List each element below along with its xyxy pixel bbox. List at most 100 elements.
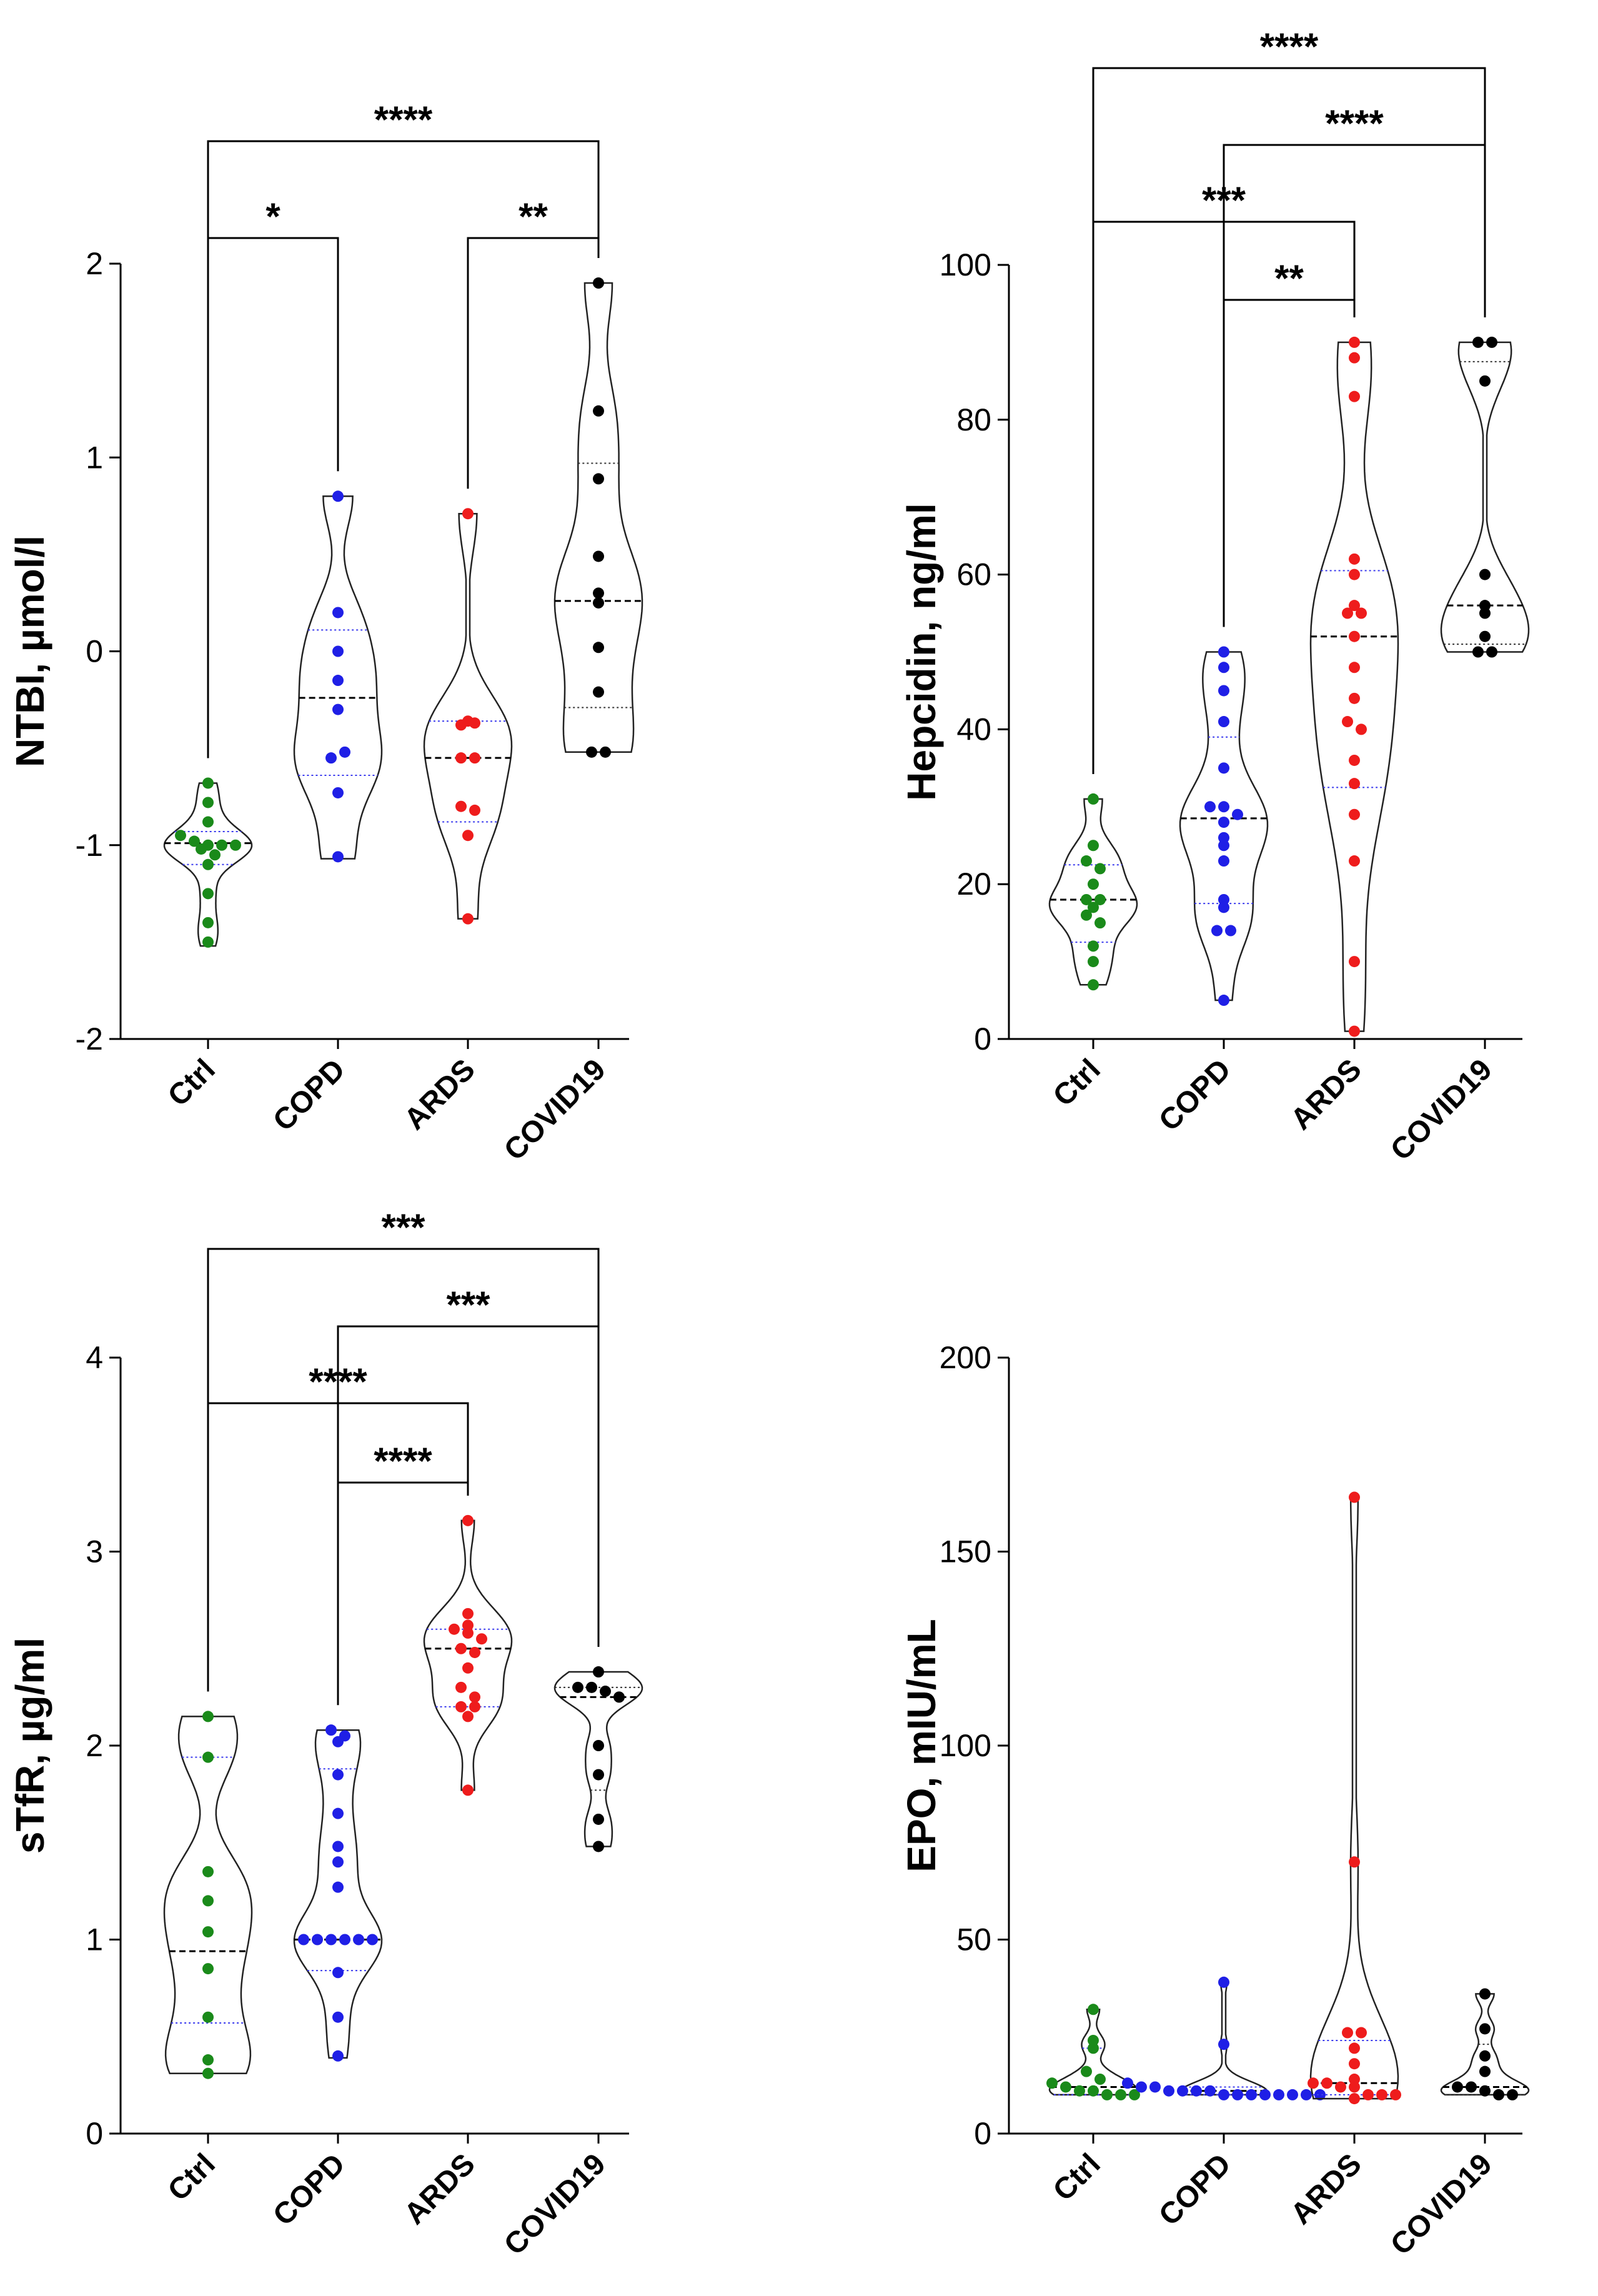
data-point-copd xyxy=(339,1934,350,1946)
data-point-copd xyxy=(332,787,344,798)
data-point-copd xyxy=(1218,646,1229,658)
violin-copd xyxy=(1179,651,1269,1001)
y-axis-title: EPO, mIU/mL xyxy=(899,1619,944,1872)
data-point-copd xyxy=(1136,2081,1147,2093)
data-point-ards xyxy=(1342,716,1353,728)
violin-ctrl xyxy=(1048,2009,1138,2096)
significance-bracket xyxy=(207,237,339,758)
data-point-ctrl xyxy=(1094,893,1106,905)
data-point-ards xyxy=(1349,553,1360,565)
data-point-ctrl xyxy=(1101,2089,1113,2100)
data-point-ards xyxy=(1321,2077,1332,2089)
data-point-ards xyxy=(462,508,474,520)
data-point-ards xyxy=(1349,630,1360,642)
y-tick-label: 0 xyxy=(974,2116,991,2151)
data-point-copd xyxy=(1218,1976,1229,1988)
data-point-copd xyxy=(1273,2089,1284,2100)
data-point-copd xyxy=(1218,855,1229,867)
data-point-ctrl xyxy=(1081,909,1092,921)
data-point-copd xyxy=(332,851,344,863)
y-tick-label: 0 xyxy=(86,2116,103,2151)
data-point-ctrl xyxy=(230,839,241,851)
data-point-covid19 xyxy=(600,1686,611,1697)
data-point-copd xyxy=(1204,2085,1216,2097)
x-category-label: COVID19 xyxy=(498,2147,612,2262)
data-point-covid19 xyxy=(1479,600,1491,612)
data-point-ctrl xyxy=(202,2067,214,2079)
data-point-ards xyxy=(462,1514,474,1526)
data-point-ards xyxy=(455,752,467,764)
data-point-ctrl xyxy=(1129,2089,1140,2100)
data-point-ards xyxy=(455,1642,467,1654)
data-point-ards xyxy=(449,1623,460,1635)
data-point-copd xyxy=(1218,832,1229,843)
data-point-copd xyxy=(1204,801,1216,813)
data-point-copd xyxy=(332,1807,344,1819)
data-point-copd xyxy=(1225,925,1236,937)
data-point-covid19 xyxy=(1479,2065,1491,2077)
data-point-covid19 xyxy=(593,1841,604,1852)
significance-label: **** xyxy=(374,99,433,141)
data-point-ctrl xyxy=(1088,2004,1099,2015)
data-point-copd xyxy=(332,1881,344,1893)
hepcidin-panel: 0 20 40 60 80 100 Hepcidin, ng/ml Ctrl COPD ARDS C… xyxy=(899,26,1530,1167)
data-point-ctrl xyxy=(202,1751,214,1763)
data-point-ards xyxy=(1349,2081,1360,2093)
data-point-copd xyxy=(1149,2081,1161,2093)
data-point-copd xyxy=(1163,2085,1174,2097)
x-category-label: COPD xyxy=(267,2147,352,2232)
violin-covid19 xyxy=(1440,1993,1530,2096)
data-point-copd xyxy=(1287,2089,1298,2100)
data-point-copd xyxy=(1218,801,1229,813)
data-point-ctrl xyxy=(202,2054,214,2066)
significance-label: **** xyxy=(1260,26,1319,67)
data-point-covid19 xyxy=(593,1666,604,1678)
data-point-ctrl xyxy=(202,917,214,928)
data-point-ctrl xyxy=(202,1963,214,1975)
data-point-ards xyxy=(469,752,480,764)
data-point-covid19 xyxy=(593,550,604,562)
data-point-copd xyxy=(1232,2089,1243,2100)
data-point-copd xyxy=(325,752,337,764)
data-point-ards xyxy=(469,1646,480,1658)
data-point-ards xyxy=(1349,2074,1360,2085)
data-point-covid19 xyxy=(572,1681,583,1693)
data-point-covid19 xyxy=(613,1691,625,1703)
x-category-label: COVID19 xyxy=(498,1053,612,1167)
data-point-ctrl xyxy=(202,936,214,948)
data-point-covid19 xyxy=(1466,2081,1477,2093)
y-tick-label: 100 xyxy=(940,247,991,282)
data-point-ards xyxy=(455,1701,467,1712)
violin-ards xyxy=(1309,1496,1399,2100)
data-point-copd xyxy=(312,1934,323,1946)
data-point-ctrl xyxy=(189,835,200,847)
significance-bracket xyxy=(1223,299,1356,627)
x-category-label: ARDS xyxy=(398,1053,482,1136)
y-tick-label: 200 xyxy=(940,1340,991,1375)
data-point-covid19 xyxy=(1472,336,1484,348)
data-point-copd xyxy=(332,645,344,657)
data-point-ctrl xyxy=(1046,2077,1058,2089)
x-category-label: Ctrl xyxy=(162,1053,222,1113)
data-point-copd xyxy=(1122,2077,1133,2089)
data-point-copd xyxy=(1232,808,1243,820)
y-tick-label: -1 xyxy=(76,828,103,863)
violin-ards xyxy=(1309,341,1399,1032)
x-category-label: COPD xyxy=(1153,2147,1238,2232)
data-point-ards xyxy=(1390,2089,1401,2100)
data-point-ctrl xyxy=(202,1711,214,1722)
data-point-covid19 xyxy=(1479,607,1491,619)
data-point-covid19 xyxy=(600,746,611,758)
data-point-ctrl xyxy=(196,843,207,855)
y-tick-label: 3 xyxy=(86,1534,103,1569)
violin-covid19 xyxy=(1440,341,1530,653)
data-point-copd xyxy=(332,490,344,502)
data-point-copd xyxy=(367,1934,378,1946)
data-point-covid19 xyxy=(593,277,604,289)
data-point-ards xyxy=(1349,2093,1360,2105)
y-tick-label: 0 xyxy=(974,1021,991,1056)
data-point-copd xyxy=(1218,817,1229,828)
data-point-copd xyxy=(332,1769,344,1781)
data-point-ctrl xyxy=(202,816,214,828)
